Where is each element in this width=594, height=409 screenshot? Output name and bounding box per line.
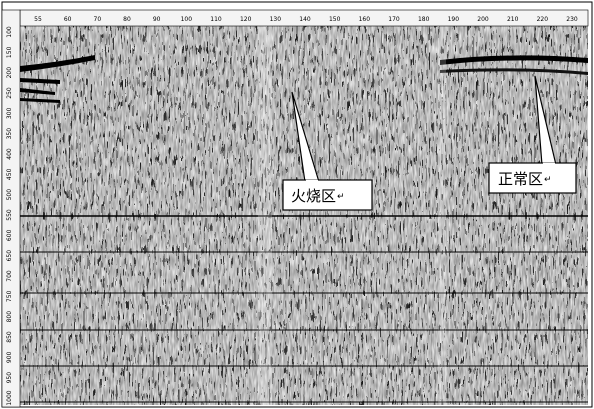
y-tick-label: 500 — [6, 189, 13, 201]
y-tick-label: 800 — [6, 311, 13, 323]
x-tick-label: 150 — [329, 16, 341, 23]
x-tick-label: 160 — [359, 16, 371, 23]
x-tick-label: 190 — [448, 16, 460, 23]
y-tick-label: 300 — [6, 107, 13, 119]
y-tick-label: 450 — [6, 168, 13, 180]
y-tick-label: 850 — [6, 331, 13, 343]
return-mark-icon: ↵ — [544, 175, 552, 185]
y-tick-label: 200 — [6, 67, 13, 79]
x-tick-label: 210 — [507, 16, 519, 23]
x-tick-label: 200 — [477, 16, 489, 23]
x-tick-label: 170 — [388, 16, 400, 23]
y-tick-label: 400 — [6, 148, 13, 160]
y-tick-label: 350 — [6, 128, 13, 140]
y-tick-label: 100 — [6, 26, 13, 38]
x-tick-label: 180 — [418, 16, 430, 23]
y-tick-label: 1000 — [6, 390, 13, 405]
x-tick-label: 80 — [123, 16, 131, 23]
y-tick-label: 250 — [6, 87, 13, 99]
x-tick-label: 55 — [34, 16, 42, 23]
callout-burned-zone-text: 火烧区 — [291, 187, 336, 205]
x-tick-label: 130 — [270, 16, 282, 23]
callout-normal-zone-text: 正常区 — [498, 170, 543, 188]
x-tick-label: 90 — [153, 16, 161, 23]
y-tick-label: 150 — [6, 46, 13, 58]
x-tick-label: 230 — [566, 16, 578, 23]
x-tick-label: 70 — [94, 16, 102, 23]
y-tick-label: 600 — [6, 229, 13, 241]
x-tick-label: 100 — [181, 16, 193, 23]
x-tick-label: 220 — [537, 16, 549, 23]
return-mark-icon: ↵ — [337, 192, 345, 202]
y-tick-label: 900 — [6, 351, 13, 363]
x-tick-label: 110 — [210, 16, 222, 23]
y-tick-label: 550 — [6, 209, 13, 221]
y-tick-label: 650 — [6, 250, 13, 262]
x-tick-label: 140 — [299, 16, 311, 23]
callout-normal-zone-label: 正常区↵ — [498, 168, 552, 189]
x-tick-label: 120 — [240, 16, 252, 23]
y-tick-label: 700 — [6, 270, 13, 282]
callout-burned-zone-label: 火烧区↵ — [291, 185, 345, 206]
seismic-data-area — [20, 26, 588, 405]
x-tick-label: 60 — [64, 16, 72, 23]
y-tick-label: 950 — [6, 372, 13, 384]
y-tick-label: 750 — [6, 290, 13, 302]
